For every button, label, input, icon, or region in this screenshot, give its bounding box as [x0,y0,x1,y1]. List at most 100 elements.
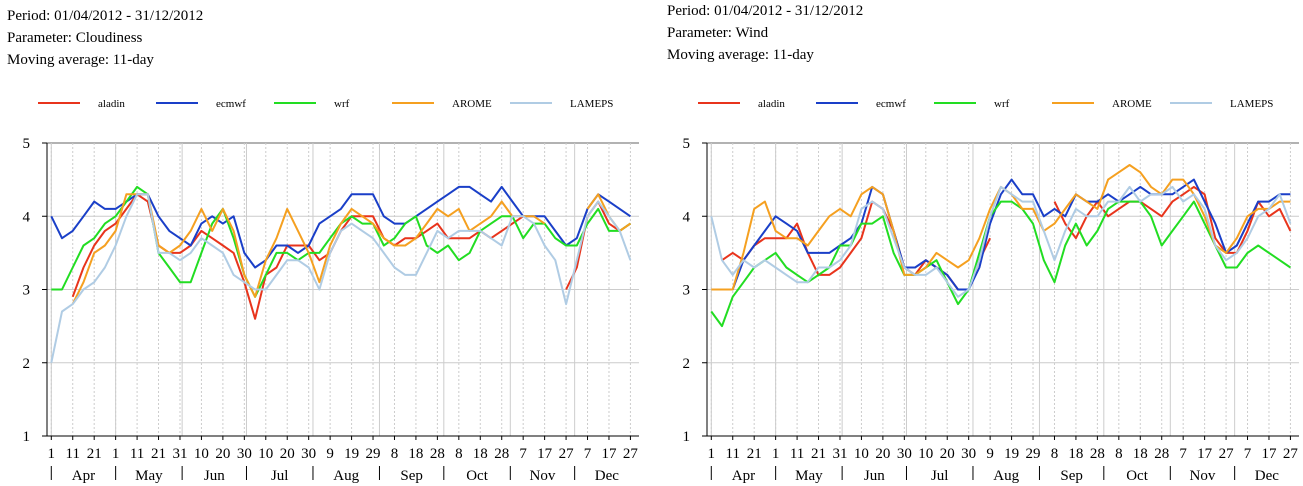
legend-label: aladin [98,98,125,110]
series-line [50,193,632,364]
x-tick-label: 1 [772,446,780,462]
month-label: Jun [864,468,885,484]
legend-label: wrf [994,98,1010,110]
x-tick-label: 7 [1179,446,1187,462]
legend-label: ecmwf [876,98,906,110]
legend-label: aladin [758,98,785,110]
chart-panel: Period: 01/04/2012 - 31/12/2012 Parameter… [667,3,1299,484]
x-tick-label: 20 [940,446,955,462]
header-line: Moving average: 11-day [7,52,154,68]
month-label: Sep [1060,468,1083,484]
x-tick-label: 21 [151,446,166,462]
legend-label: ecmwf [216,98,246,110]
x-tick-label: 20 [215,446,230,462]
x-tick-label: 7 [519,446,527,462]
x-tick-label: 27 [1283,446,1299,462]
header-line: Parameter: Cloudiness [7,30,143,46]
month-label: Oct [1126,468,1148,484]
x-tick-label: 31 [832,446,847,462]
month-label: Jul [271,468,289,484]
x-tick-label: 30 [237,446,252,462]
x-tick-label: 27 [1219,446,1235,462]
x-tick-label: 27 [559,446,575,462]
month-label: Jul [931,468,949,484]
x-tick-label: 10 [918,446,933,462]
x-tick-label: 31 [172,446,187,462]
chart-panel: Period: 01/04/2012 - 31/12/2012 Parameter… [7,8,639,484]
x-tick-label: 21 [87,446,102,462]
x-tick-label: 7 [584,446,592,462]
month-label: Apr [72,468,95,484]
month-label: Oct [466,468,488,484]
month-label: May [795,468,823,484]
x-tick-label: 11 [66,446,80,462]
x-tick-label: 29 [366,446,381,462]
x-tick-label: 30 [961,446,976,462]
month-label: Aug [993,468,1019,484]
month-label: Jun [204,468,225,484]
x-tick-label: 10 [258,446,273,462]
x-tick-label: 20 [280,446,295,462]
x-tick-label: 9 [986,446,994,462]
x-tick-label: 21 [747,446,762,462]
x-tick-label: 17 [1261,446,1277,462]
y-tick-label: 4 [23,209,31,225]
header-line: Moving average: 11-day [667,47,814,63]
x-tick-label: 11 [130,446,144,462]
x-tick-label: 17 [537,446,553,462]
x-tick-label: 17 [601,446,617,462]
x-tick-label: 11 [726,446,740,462]
x-tick-label: 30 [897,446,912,462]
x-tick-label: 19 [344,446,359,462]
month-label: Nov [1190,468,1216,484]
y-tick-label: 5 [683,136,691,152]
series-line [50,185,631,269]
x-tick-label: 8 [1051,446,1059,462]
x-tick-label: 18 [473,446,488,462]
y-tick-label: 1 [683,429,691,445]
x-tick-label: 8 [455,446,463,462]
y-tick-label: 2 [23,356,31,372]
x-tick-label: 1 [112,446,120,462]
x-tick-label: 18 [1068,446,1083,462]
month-label: Nov [530,468,556,484]
y-tick-label: 3 [23,283,31,299]
x-tick-label: 7 [1244,446,1252,462]
month-label: Dec [595,468,619,484]
y-tick-label: 3 [683,283,691,299]
x-tick-label: 1 [48,446,56,462]
month-label: Dec [1255,468,1279,484]
x-tick-label: 8 [1115,446,1123,462]
header-line: Period: 01/04/2012 - 31/12/2012 [7,8,203,24]
x-tick-label: 9 [326,446,334,462]
legend-label: AROME [452,98,492,110]
month-label: Sep [400,468,423,484]
x-tick-label: 17 [1197,446,1213,462]
x-tick-label: 10 [854,446,869,462]
month-label: Apr [732,468,755,484]
x-tick-label: 19 [1004,446,1019,462]
x-tick-label: 20 [875,446,890,462]
x-tick-label: 27 [623,446,639,462]
x-tick-label: 11 [790,446,804,462]
x-tick-label: 28 [1154,446,1169,462]
y-tick-label: 2 [683,356,691,372]
legend-label: AROME [1112,98,1152,110]
x-tick-label: 18 [1133,446,1148,462]
series-line [710,185,1292,298]
x-tick-label: 1 [708,446,716,462]
series-line [722,178,1291,291]
x-tick-label: 21 [811,446,826,462]
y-tick-label: 4 [683,209,691,225]
legend-label: LAMEPS [570,98,613,110]
x-tick-label: 8 [391,446,399,462]
header-line: Parameter: Wind [667,25,769,41]
x-tick-label: 18 [408,446,423,462]
x-tick-label: 28 [1090,446,1105,462]
x-tick-label: 28 [494,446,509,462]
y-tick-label: 5 [23,136,31,152]
month-label: May [135,468,163,484]
legend-label: wrf [334,98,350,110]
month-label: Aug [333,468,359,484]
